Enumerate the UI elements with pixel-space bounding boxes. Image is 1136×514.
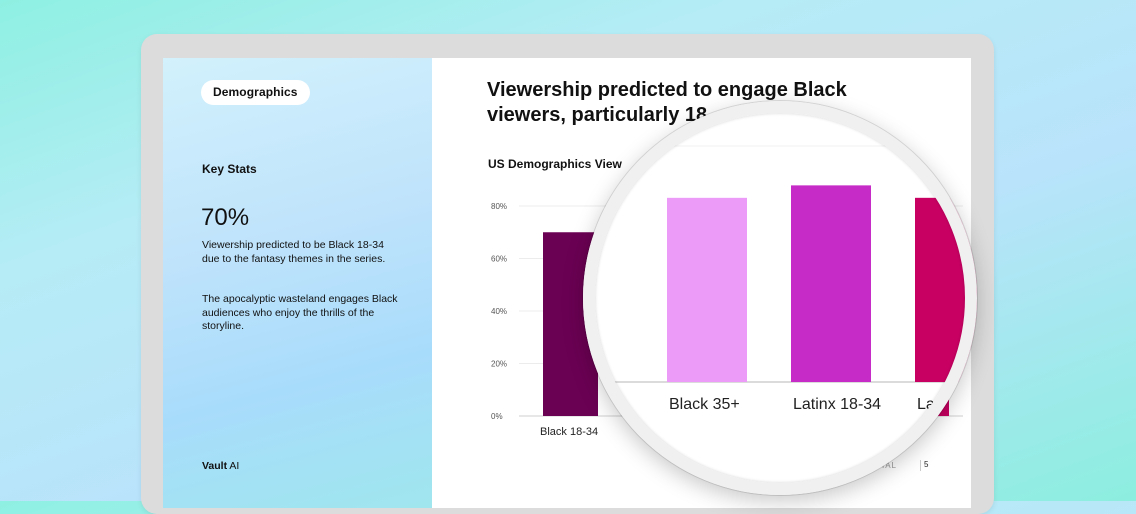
page-number: 5 bbox=[924, 460, 929, 469]
stat-paragraph-1: Viewership predicted to be Black 18-34 d… bbox=[202, 239, 386, 265]
mag-x-label: Latinx 18-34 bbox=[793, 396, 881, 413]
mag-bar-1 bbox=[667, 197, 747, 382]
brand-bold: Vault bbox=[202, 460, 228, 472]
demographics-tag: Demographics bbox=[201, 80, 310, 105]
y-tick-label: 0% bbox=[491, 412, 503, 421]
key-stats-label: Key Stats bbox=[202, 162, 257, 176]
y-tick-label: 20% bbox=[491, 360, 507, 369]
y-tick-label: 60% bbox=[491, 255, 507, 264]
y-tick-label: 80% bbox=[491, 202, 507, 211]
mag-x-label: La bbox=[917, 396, 935, 413]
big-stat: 70% bbox=[201, 204, 250, 231]
x-tick-label: Black 18-34 bbox=[540, 426, 598, 438]
mag-bar-2 bbox=[791, 185, 871, 382]
stat-paragraph-2: The apocalyptic wasteland engages Black … bbox=[202, 293, 398, 332]
mag-x-label: Black 35+ bbox=[669, 396, 740, 413]
brand-rest: AI bbox=[227, 460, 240, 472]
left-panel: Demographics Key Stats 70% Viewership pr… bbox=[163, 58, 432, 508]
brand-logo: Vault AI bbox=[202, 460, 239, 472]
y-tick-label: 40% bbox=[491, 307, 507, 316]
magnifier-lens: Black 35+ Latinx 18-34 La bbox=[583, 101, 977, 495]
footer-separator bbox=[920, 460, 921, 471]
magnified-chart: Black 35+ Latinx 18-34 La bbox=[583, 145, 977, 413]
